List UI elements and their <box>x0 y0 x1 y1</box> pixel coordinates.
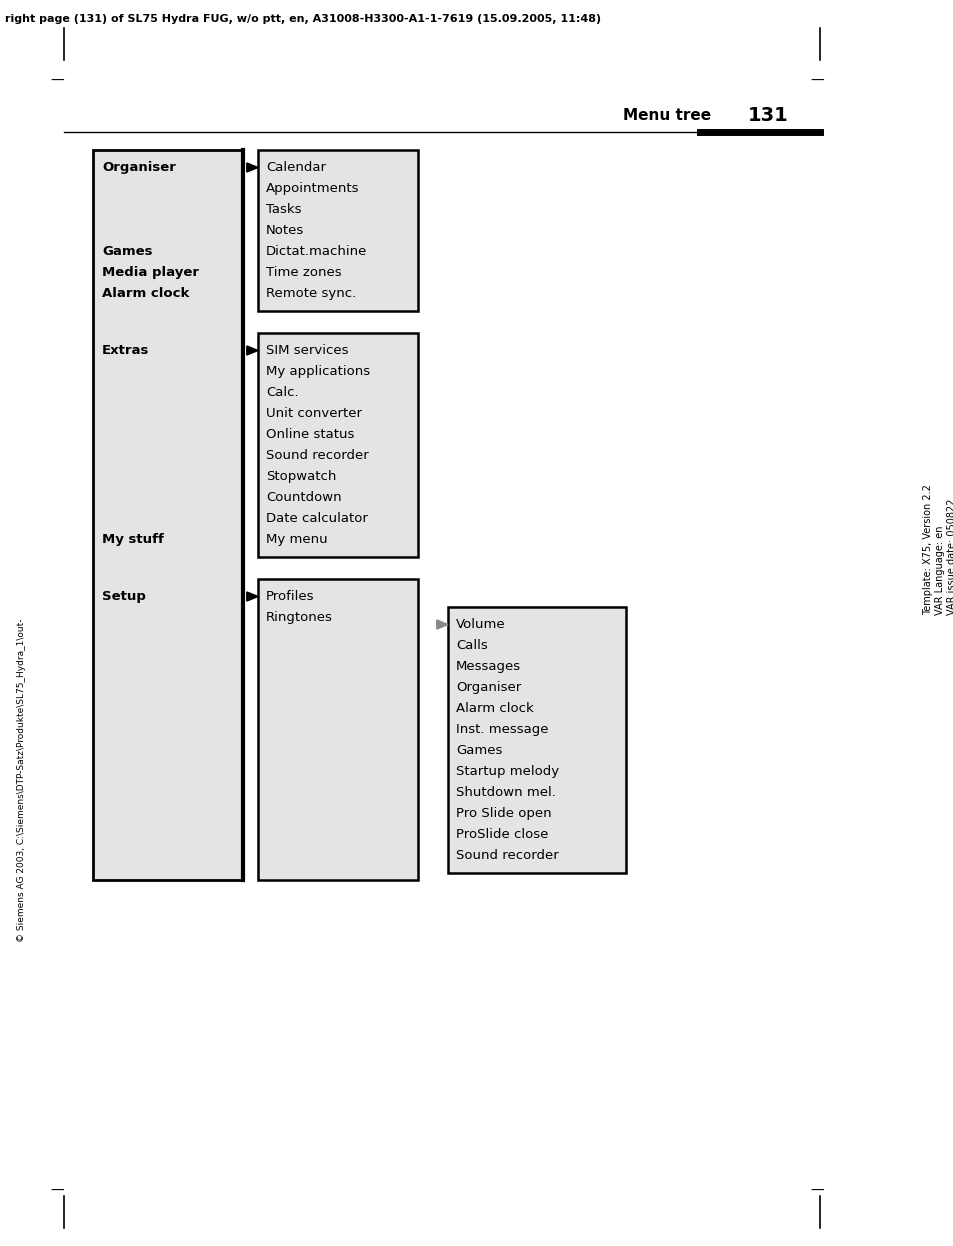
Text: Stopwatch: Stopwatch <box>266 470 336 483</box>
Text: Games: Games <box>102 245 152 258</box>
Bar <box>257 150 417 312</box>
Text: Volume: Volume <box>456 618 505 630</box>
Bar <box>92 150 243 880</box>
Polygon shape <box>247 163 257 172</box>
Text: Template: X75, Version 2.2
VAR Language: en
VAR issue date: 050822: Template: X75, Version 2.2 VAR Language:… <box>923 485 953 616</box>
Text: My menu: My menu <box>266 533 327 546</box>
Text: My stuff: My stuff <box>102 533 164 546</box>
Text: Organiser: Organiser <box>456 682 520 694</box>
Text: Menu tree: Menu tree <box>622 108 710 123</box>
Text: ProSlide close: ProSlide close <box>456 829 548 841</box>
Text: SIM services: SIM services <box>266 344 348 358</box>
Text: © Siemens AG 2003, C:\Siemens\DTP-Satz\Produkte\SL75_Hydra_1\out-: © Siemens AG 2003, C:\Siemens\DTP-Satz\P… <box>17 618 27 942</box>
Text: Dictat.machine: Dictat.machine <box>266 245 367 258</box>
Text: Calls: Calls <box>456 639 487 652</box>
Polygon shape <box>247 592 257 601</box>
Text: right page (131) of SL75 Hydra FUG, w/o ptt, en, A31008-H3300-A1-1-7619 (15.09.2: right page (131) of SL75 Hydra FUG, w/o … <box>5 14 600 24</box>
Text: Organiser: Organiser <box>102 161 175 174</box>
Text: Tasks: Tasks <box>266 203 301 216</box>
Text: Unit converter: Unit converter <box>266 407 361 420</box>
Polygon shape <box>436 621 448 629</box>
Text: Appointments: Appointments <box>266 182 359 196</box>
Bar <box>448 607 625 873</box>
Text: Messages: Messages <box>456 660 520 673</box>
Text: Inst. message: Inst. message <box>456 723 548 736</box>
Text: Notes: Notes <box>266 224 304 237</box>
Text: Shutdown mel.: Shutdown mel. <box>456 786 556 799</box>
Text: Sound recorder: Sound recorder <box>456 849 558 862</box>
Text: Calendar: Calendar <box>266 161 326 174</box>
Text: Online status: Online status <box>266 427 354 441</box>
Text: Calc.: Calc. <box>266 386 298 399</box>
Text: Profiles: Profiles <box>266 591 314 603</box>
Text: Pro Slide open: Pro Slide open <box>456 807 551 820</box>
Text: Sound recorder: Sound recorder <box>266 449 369 462</box>
Text: My applications: My applications <box>266 365 370 378</box>
Text: Countdown: Countdown <box>266 491 341 503</box>
Polygon shape <box>247 346 257 355</box>
Text: Games: Games <box>456 744 502 758</box>
Text: —: — <box>809 74 822 88</box>
Text: Alarm clock: Alarm clock <box>102 287 190 300</box>
Text: Media player: Media player <box>102 265 199 279</box>
Text: Alarm clock: Alarm clock <box>456 701 533 715</box>
Bar <box>257 333 417 557</box>
Text: —: — <box>809 1184 822 1197</box>
Text: 131: 131 <box>747 106 788 125</box>
Text: Extras: Extras <box>102 344 150 358</box>
Text: —: — <box>50 1184 64 1197</box>
Text: Remote sync.: Remote sync. <box>266 287 355 300</box>
Text: Date calculator: Date calculator <box>266 512 368 525</box>
Text: Startup melody: Startup melody <box>456 765 558 778</box>
Text: Setup: Setup <box>102 591 146 603</box>
Text: Time zones: Time zones <box>266 265 341 279</box>
Text: —: — <box>50 74 64 88</box>
Bar <box>257 579 417 880</box>
Text: Ringtones: Ringtones <box>266 611 333 624</box>
